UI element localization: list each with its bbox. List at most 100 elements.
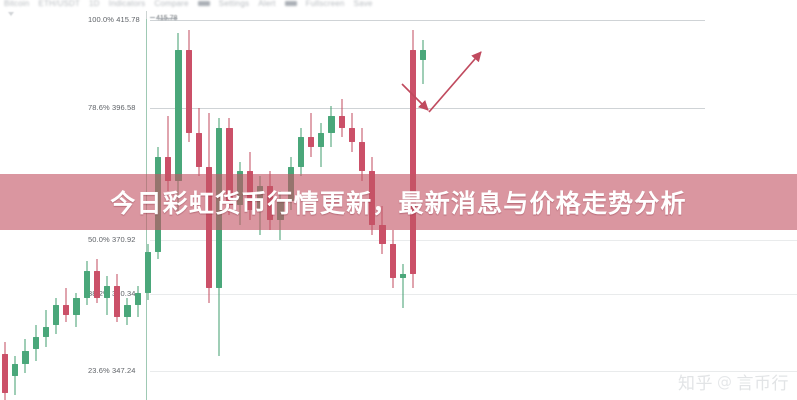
candlestick-body <box>175 49 182 182</box>
candlestick <box>185 30 192 143</box>
fibonacci-level-label: 23.6% 347.24 <box>88 366 136 375</box>
candlestick-body <box>185 49 192 133</box>
candlestick <box>175 32 182 216</box>
candlestick-wick <box>167 115 169 191</box>
candlestick-body <box>63 305 70 315</box>
candlestick <box>297 127 304 177</box>
toolbar-item[interactable]: Fullscreen <box>305 0 345 8</box>
candlestick-body <box>73 297 80 315</box>
candlestick <box>389 229 396 289</box>
chevron-down-icon[interactable] <box>8 12 15 19</box>
candlestick-body <box>359 142 366 172</box>
fibonacci-level-label: 50.0% 370.92 <box>88 235 136 244</box>
watermark: 知乎 @ 言币行 <box>678 369 789 395</box>
candlestick-body <box>348 127 355 143</box>
toolbar-item[interactable]: Compare <box>154 0 189 8</box>
toolbar-item[interactable]: Settings <box>218 0 250 8</box>
watermark-account: 言币行 <box>736 374 789 394</box>
candlestick-body <box>328 115 335 133</box>
candlestick <box>63 288 70 323</box>
candlestick-body <box>32 336 39 349</box>
candlestick <box>22 339 29 374</box>
candlestick-wick <box>14 356 16 396</box>
toolbar-chip-icon[interactable] <box>197 0 210 6</box>
toolbar-item[interactable]: Bitcoin <box>4 0 30 8</box>
candlestick <box>308 113 315 157</box>
candlestick-body <box>165 156 172 182</box>
candlestick-body <box>297 137 304 167</box>
candlestick-body <box>114 285 121 318</box>
candlestick <box>348 113 355 152</box>
candlestick <box>53 297 60 335</box>
toolbar-item[interactable]: Indicators <box>108 0 146 8</box>
candlestick-body <box>338 115 345 128</box>
fibonacci-level-line <box>150 294 797 295</box>
candlestick <box>216 117 223 357</box>
fibonacci-level-label: 78.6% 396.58 <box>88 103 136 112</box>
candlestick-body <box>22 351 29 364</box>
fibonacci-level-label: 38.2% 360.34 <box>88 289 136 298</box>
candlestick <box>114 273 121 323</box>
candlestick <box>2 341 9 400</box>
candlestick <box>144 244 151 301</box>
toolbar-item[interactable]: Alert <box>258 0 276 8</box>
candlestick-body <box>389 244 396 279</box>
candlestick <box>318 122 325 167</box>
toolbar-item[interactable]: ETH/USDT <box>38 0 81 8</box>
candlestick-body <box>318 132 325 148</box>
candlestick-body <box>93 271 100 298</box>
candlestick-wick <box>310 113 312 157</box>
candlestick <box>165 115 172 191</box>
toolbar-item[interactable]: Save <box>353 0 373 8</box>
candlestick-body <box>399 273 406 279</box>
watermark-at-icon: @ <box>717 372 733 391</box>
candlestick-body <box>226 127 233 206</box>
candlestick-body <box>195 132 202 167</box>
candlestick-wick <box>402 263 404 308</box>
cropped-toolbar-strip: Bitcoin ETH/USDT 1D Indicators Compare Settin… <box>0 0 797 11</box>
candlestick-body <box>124 305 131 318</box>
article-title: 今日彩虹货币行情更新，最新消息与价格走势分析 <box>110 189 687 218</box>
candlestick <box>195 108 202 177</box>
candlestick-body <box>83 271 90 298</box>
watermark-platform: 知乎 <box>678 374 713 394</box>
candlestick <box>93 258 100 303</box>
candlestick <box>42 310 49 347</box>
candlestick-body <box>144 251 151 293</box>
candlestick <box>338 98 345 138</box>
article-title-band: 今日彩虹货币行情更新，最新消息与价格走势分析 <box>0 174 797 230</box>
candlestick-body <box>379 224 386 245</box>
fibonacci-level-line <box>150 20 705 21</box>
candlestick <box>124 297 131 325</box>
toolbar-item[interactable]: 1D <box>89 0 100 8</box>
candlestick-body <box>2 353 9 393</box>
toolbar-chip-icon[interactable] <box>284 0 297 6</box>
candlestick-body <box>53 305 60 325</box>
candlestick <box>420 40 427 84</box>
annotation-arrow-up <box>428 51 482 113</box>
candlestick-body <box>410 49 417 274</box>
candlestick-body <box>42 327 49 337</box>
current-price-tag: 415.78 <box>150 15 177 22</box>
candlestick <box>226 117 233 216</box>
candlestick <box>12 356 19 396</box>
candlestick-body <box>308 137 315 148</box>
fibonacci-level-line <box>150 240 797 241</box>
fibonacci-level-line <box>150 371 797 372</box>
candlestick <box>134 285 141 318</box>
candlestick <box>73 293 80 328</box>
candlestick <box>328 105 335 148</box>
fibonacci-level-line <box>150 108 705 109</box>
candlestick <box>410 30 417 289</box>
candlestick <box>32 324 39 362</box>
fibonacci-level-label: 100.0% 415.78 <box>88 15 140 24</box>
candlestick-body <box>104 285 111 298</box>
candlestick <box>83 261 90 306</box>
candlestick-body <box>420 49 427 60</box>
crosshair-vertical-line-top <box>146 11 147 19</box>
candlestick-wick <box>422 40 424 84</box>
candlestick-body <box>12 363 19 376</box>
candlestick-body <box>134 293 141 306</box>
toolbar-blurred-items: Bitcoin ETH/USDT 1D Indicators Compare Settin… <box>0 0 797 10</box>
